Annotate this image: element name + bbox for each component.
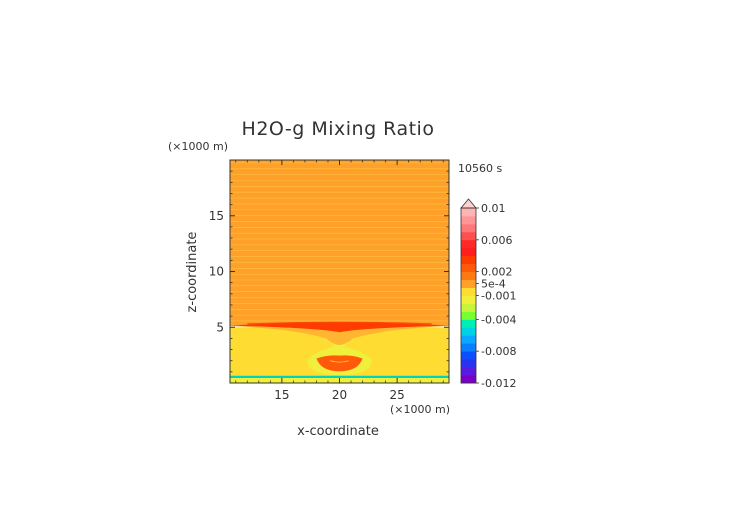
region-central-plume-halo <box>287 327 392 376</box>
colorbar-tick-label: -0.001 <box>481 290 516 303</box>
region-surface-line <box>230 375 449 378</box>
colorbar-tick-label: 0.01 <box>481 202 506 215</box>
colorbar-swatch <box>461 295 476 304</box>
colorbar-extend-arrow <box>460 198 477 209</box>
colorbar-swatch <box>461 327 476 336</box>
colorbar-swatch <box>461 247 476 257</box>
y-tick-label: 10 <box>209 265 224 279</box>
colorbar-swatch <box>461 303 476 312</box>
colorbar-swatch <box>461 231 476 241</box>
colorbar-swatch <box>461 255 476 265</box>
region-inversion-band <box>230 322 449 333</box>
region-upper-background <box>230 160 449 326</box>
colorbar-tick-label: 0.002 <box>481 266 513 279</box>
time-label: 10560 s <box>458 162 502 175</box>
colorbar-swatch <box>461 271 476 280</box>
colorbar-tick-label: 5e-4 <box>481 278 506 291</box>
colorbar-swatch <box>461 351 476 360</box>
x-axis: 15 20 25 <box>235 160 444 402</box>
colorbar-swatch <box>461 311 476 320</box>
plot-area <box>229 159 450 384</box>
colorbar-tick-label: -0.004 <box>481 313 516 326</box>
colorbar-swatch <box>461 375 476 384</box>
region-plume-core <box>316 355 363 372</box>
x-tick-label: 15 <box>274 388 289 402</box>
y-axis: 5 10 15 <box>209 170 449 373</box>
colorbar-swatch <box>461 319 476 328</box>
colorbar-tick-label: 0.006 <box>481 234 513 247</box>
colorbar-swatch <box>461 367 476 376</box>
field-layers <box>230 160 449 383</box>
y-tick-label: 15 <box>209 209 224 223</box>
colorbar-tick-label: -0.008 <box>481 345 516 358</box>
colorbar-swatch <box>461 287 476 296</box>
colorbar-swatch <box>461 239 476 249</box>
colorbar-tick-label: -0.012 <box>481 377 516 390</box>
colorbar-swatch <box>461 279 476 288</box>
colorbar-swatch <box>461 263 476 273</box>
colorbar-swatch <box>461 223 476 233</box>
y-tick-label: 5 <box>216 320 224 334</box>
x-tick-label: 20 <box>332 388 347 402</box>
inversion-core-line <box>247 321 432 325</box>
x-axis-unit: (×1000 m) <box>390 403 450 416</box>
x-tick-label: 25 <box>389 388 404 402</box>
colorbar-swatch <box>461 343 476 352</box>
x-axis-label: x-coordinate <box>297 424 379 439</box>
chart-title: H2O-g Mixing Ratio <box>242 118 435 140</box>
colorbar-swatch <box>461 359 476 368</box>
y-axis-label: z-coordinate <box>185 232 200 313</box>
colorbar-swatch <box>461 215 476 225</box>
colorbar-swatch <box>461 208 476 217</box>
colorbar-swatch <box>461 335 476 344</box>
region-inversion-halo <box>230 321 449 346</box>
plume-core-contour <box>330 360 349 363</box>
y-axis-unit: (×1000 m) <box>168 140 228 153</box>
